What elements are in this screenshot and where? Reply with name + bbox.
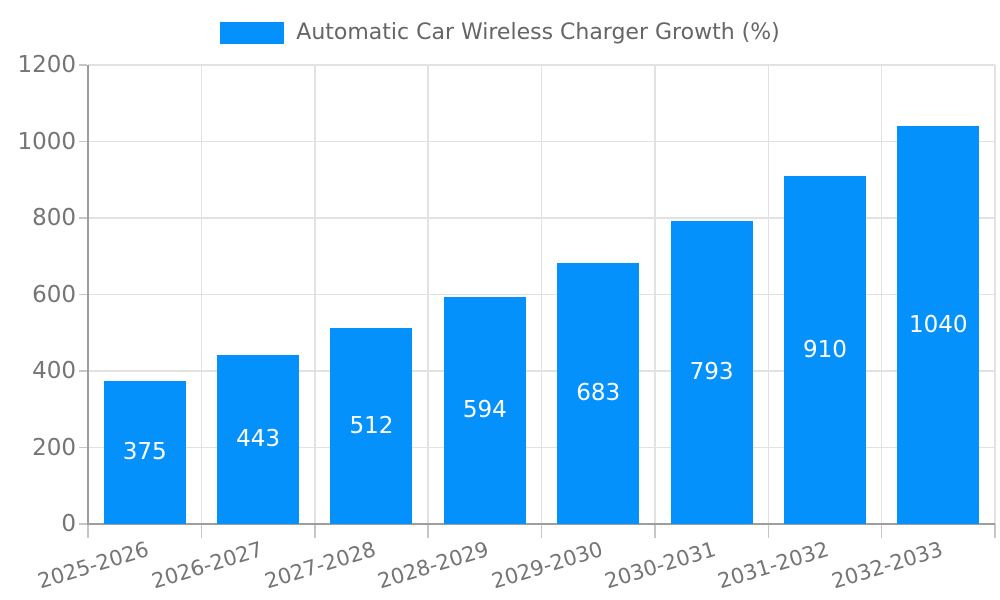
x-axis-category-label: 2029-2030	[488, 537, 606, 594]
legend-swatch-icon	[220, 22, 285, 44]
bar[interactable]: 1040	[897, 126, 980, 524]
y-axis-tick	[79, 293, 87, 296]
y-axis-tick	[79, 370, 87, 372]
y-axis-tick	[79, 217, 87, 219]
x-axis-category-label: 2026-2027	[148, 537, 266, 594]
bar[interactable]: 443	[217, 354, 300, 524]
x-axis-tick	[767, 524, 769, 538]
bar-value-label: 512	[349, 413, 394, 440]
vertical-gridline	[880, 65, 883, 524]
x-axis-category-label: 2031-2032	[715, 537, 832, 594]
vertical-gridline	[314, 65, 316, 524]
y-axis-tick-label: 200	[32, 434, 76, 461]
vertical-gridline	[654, 65, 656, 524]
plot-area: 375 443 512 594 683 793 910 1040	[79, 64, 996, 538]
y-axis-tick-label: 800	[32, 205, 76, 231]
x-axis-tick	[994, 524, 996, 538]
x-axis-category-label: 2025-2026	[35, 537, 152, 594]
bar[interactable]: 594	[443, 296, 526, 524]
bar[interactable]: 793	[670, 220, 753, 524]
y-axis-line	[87, 65, 89, 524]
y-axis-tick	[79, 140, 87, 143]
y-axis-tick	[79, 64, 87, 66]
x-axis-tick	[880, 524, 883, 538]
vertical-gridline	[427, 65, 429, 524]
x-axis-tick	[87, 524, 89, 538]
y-axis-tick-label: 1200	[17, 52, 76, 78]
x-axis-tick	[200, 524, 203, 538]
bar-value-label: 375	[122, 439, 167, 466]
legend-label: Automatic Car Wireless Charger Growth (%…	[296, 20, 780, 45]
y-axis-tick-label: 0	[61, 511, 76, 537]
y-axis-tick	[79, 523, 87, 525]
y-axis-tick-label: 1000	[17, 128, 76, 155]
y-axis-tick-label: 600	[32, 281, 76, 308]
y-axis-tick	[79, 446, 87, 449]
vertical-gridline	[994, 65, 996, 524]
bar[interactable]: 683	[557, 262, 640, 524]
bar-value-label: 1040	[909, 312, 968, 339]
x-axis-line	[87, 523, 995, 525]
x-axis-category-label: 2030-2031	[602, 537, 719, 594]
x-axis-tick	[314, 524, 316, 538]
bar-value-label: 910	[802, 336, 847, 363]
x-axis-tick	[427, 524, 429, 538]
bar[interactable]: 512	[330, 328, 413, 524]
bar-value-label: 793	[689, 359, 734, 386]
vertical-gridline	[767, 65, 769, 524]
vertical-gridline	[540, 65, 543, 524]
bar-value-label: 683	[576, 380, 621, 407]
x-axis-category-label: 2027-2028	[261, 537, 379, 594]
vertical-gridline	[200, 65, 203, 524]
x-axis-tick	[540, 524, 543, 538]
bar[interactable]: 910	[783, 175, 866, 524]
chart-legend[interactable]: Automatic Car Wireless Charger Growth (%…	[0, 21, 1000, 45]
bar-value-label: 594	[462, 397, 507, 424]
bar[interactable]: 375	[103, 380, 186, 524]
x-axis-category-label: 2032-2033	[828, 537, 946, 594]
y-axis-tick-label: 400	[32, 358, 76, 384]
x-axis-category-label: 2028-2029	[375, 537, 492, 594]
bar-value-label: 443	[236, 426, 281, 453]
x-axis-tick	[654, 524, 656, 538]
